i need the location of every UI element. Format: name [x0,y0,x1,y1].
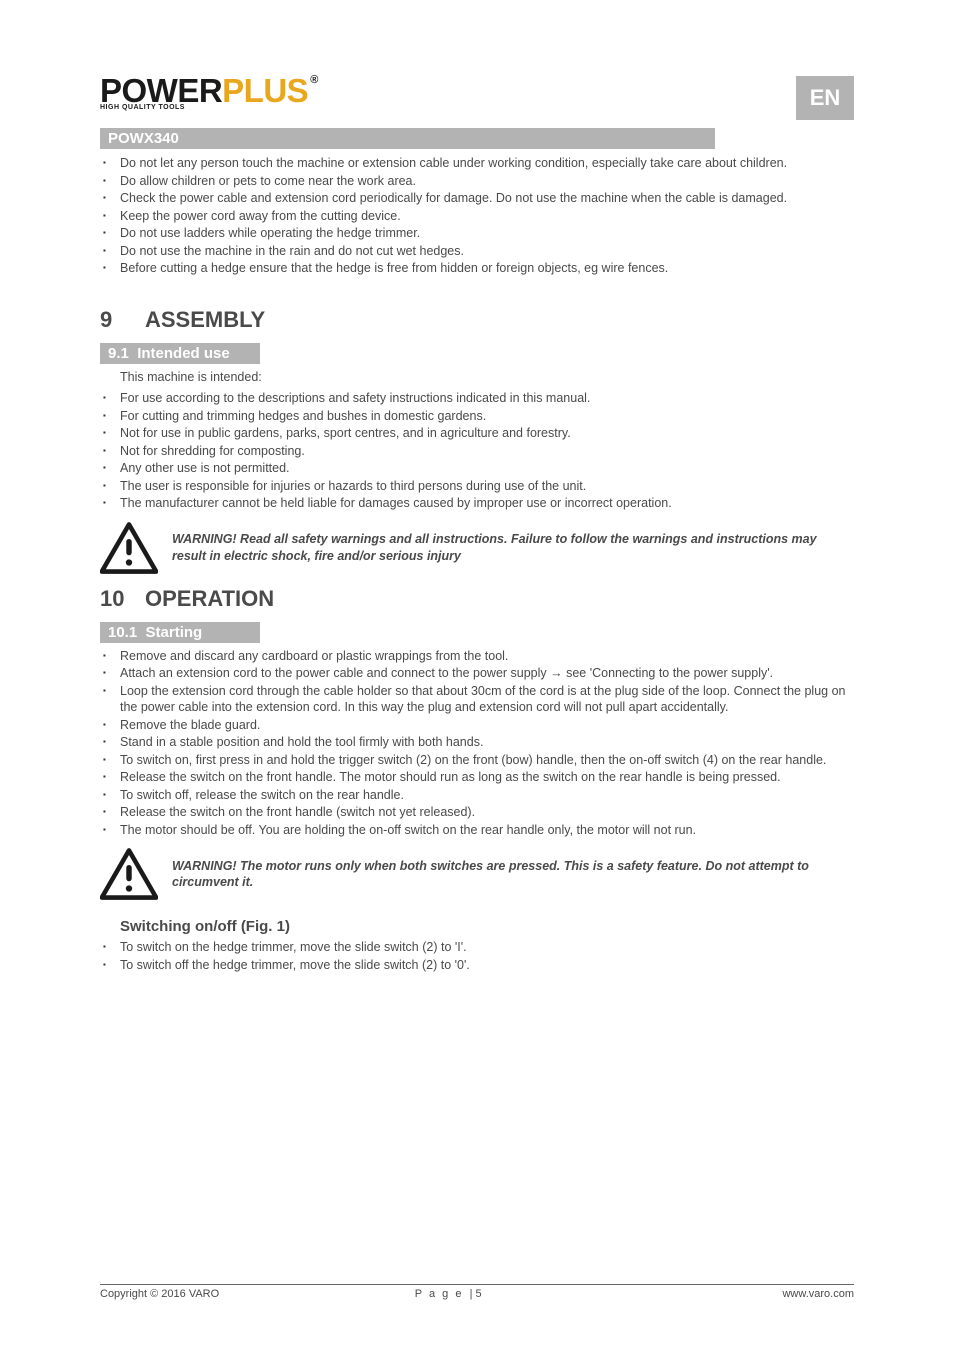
section-number: 10 [100,586,145,612]
list-item: Attach an extension cord to the power ca… [100,665,854,682]
switch-off-pre: To switch off the hedge trimmer, move th… [120,958,426,972]
section-number: 9 [100,307,145,333]
list-item: Before cutting a hedge ensure that the h… [100,260,854,277]
brand-logo: POWERPLUS® HIGH QUALITY TOOLS [100,76,330,111]
list-item: To switch off, release the switch on the… [100,787,854,804]
warning-icon [100,848,158,900]
list-item: For use according to the descriptions an… [100,390,854,407]
intended-use-list: For use according to the descriptions an… [100,390,854,512]
subsection-number: 10.1 [108,624,137,641]
list-item: Loop the extension cord through the cabl… [100,683,854,716]
subsection-label: Starting [146,624,203,641]
section-10-heading: 10 OPERATION [100,586,854,612]
logo-registered: ® [310,75,318,85]
switch-on-pre: To switch on the hedge trimmer, move the… [120,940,426,954]
page-number: | 5 [470,1288,482,1300]
starting-list: Remove and discard any cardboard or plas… [100,648,854,839]
subsection-10-1-bar: 10.1 Starting [100,622,260,643]
warning-icon [100,522,158,574]
list-item: Remove and discard any cardboard or plas… [100,648,854,665]
list-item: Check the power cable and extension cord… [100,190,854,207]
list-item: To switch on, first press in and hold th… [100,752,854,769]
warning-text: WARNING! Read all safety warnings and al… [172,531,854,565]
section-9-heading: 9 ASSEMBLY [100,307,854,333]
list-item: The manufacturer cannot be held liable f… [100,495,854,512]
subsection-label: Intended use [137,345,230,362]
subsection-9-1-bar: 9.1 Intended use [100,343,260,364]
list-item: Release the switch on the front handle. … [100,769,854,786]
list-item: To switch on the hedge trimmer, move the… [100,939,854,956]
list-item: Release the switch on the front handle (… [100,804,854,821]
switch-on-post: ) to 'I'. [433,940,466,954]
subsection-number: 9.1 [108,345,129,362]
page-footer: Copyright © 2016 VARO P a g e | 5 www.va… [100,1284,854,1300]
switching-list: To switch on the hedge trimmer, move the… [100,939,854,973]
warning-block-1: WARNING! Read all safety warnings and al… [100,522,854,574]
list-item: Not for use in public gardens, parks, sp… [100,425,854,442]
model-bar: POWX340 [100,128,715,149]
switch-off-post: ) to '0'. [433,958,470,972]
section-title: ASSEMBLY [145,307,265,333]
list-item: The user is responsible for injuries or … [100,478,854,495]
list-item: Do not let any person touch the machine … [100,155,854,172]
list-item: Keep the power cord away from the cuttin… [100,208,854,225]
list-item: Stand in a stable position and hold the … [100,734,854,751]
list-item: Do allow children or pets to come near t… [100,173,854,190]
page-label: P a g e [415,1288,464,1300]
language-badge: EN [796,76,854,120]
list-item: For cutting and trimming hedges and bush… [100,408,854,425]
list-item: Do not use ladders while operating the h… [100,225,854,242]
copyright-text: Copyright © 2016 VARO [100,1288,219,1300]
logo-plus-text: PLUS [222,76,308,106]
logo-tagline: HIGH QUALITY TOOLS [100,104,330,111]
site-url: www.varo.com [782,1288,854,1300]
list-item: The motor should be off. You are holding… [100,822,854,839]
intro-bullet-list: Do not let any person touch the machine … [100,155,854,277]
list-item: Remove the blade guard. [100,717,854,734]
warning-text: WARNING! The motor runs only when both s… [172,858,854,892]
intended-use-intro: This machine is intended: [120,369,854,386]
switching-subheading: Switching on/off (Fig. 1) [120,918,854,935]
warning-block-2: WARNING! The motor runs only when both s… [100,848,854,900]
section-title: OPERATION [145,586,274,612]
list-item: Do not use the machine in the rain and d… [100,243,854,260]
list-item: Not for shredding for composting. [100,443,854,460]
list-item: Any other use is not permitted. [100,460,854,477]
list-item: To switch off the hedge trimmer, move th… [100,957,854,974]
logo-power-text: POWER [100,76,222,106]
